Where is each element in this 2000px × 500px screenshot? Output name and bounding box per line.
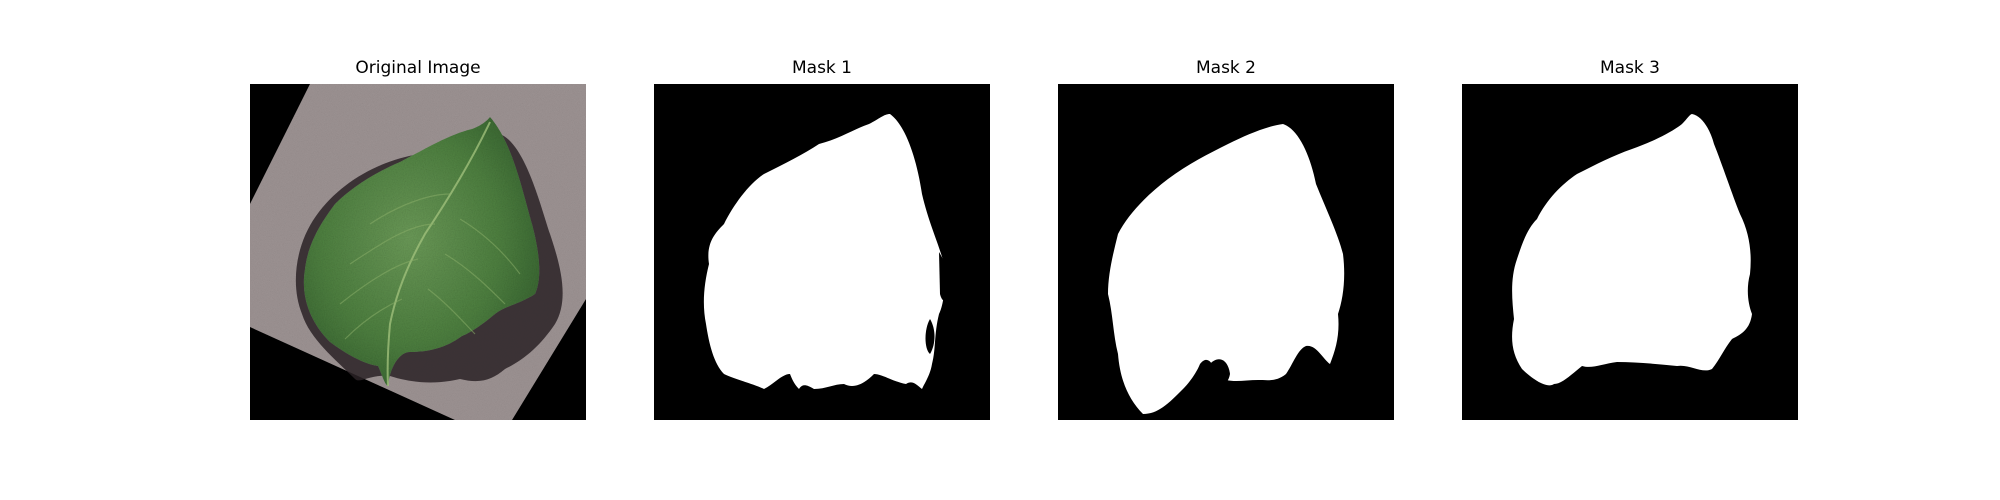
mask-3-image (1462, 84, 1798, 420)
mask-hole (1208, 359, 1230, 387)
mask-hole (939, 252, 952, 301)
mask-1-image (654, 84, 990, 420)
panel-title: Mask 3 (1599, 58, 1660, 78)
panel-title: Mask 2 (1195, 58, 1256, 78)
leaf-veins (339, 193, 521, 340)
mask-region (1108, 124, 1345, 414)
original-leaf-image (250, 84, 586, 420)
panel-mask-3: Mask 3 (1462, 56, 1798, 420)
panel-original: Original Image (250, 56, 586, 420)
mask-2-image (1058, 84, 1394, 420)
mask-region (1512, 114, 1752, 386)
panel-title: Mask 1 (791, 58, 852, 78)
leaf (303, 117, 540, 386)
panel-mask-1: Mask 1 (654, 56, 990, 420)
leaf-midrib (386, 121, 491, 387)
mask-hole (925, 319, 935, 354)
panel-title: Original Image (355, 58, 481, 78)
mask-region (703, 114, 945, 389)
panel-mask-2: Mask 2 (1058, 56, 1394, 420)
